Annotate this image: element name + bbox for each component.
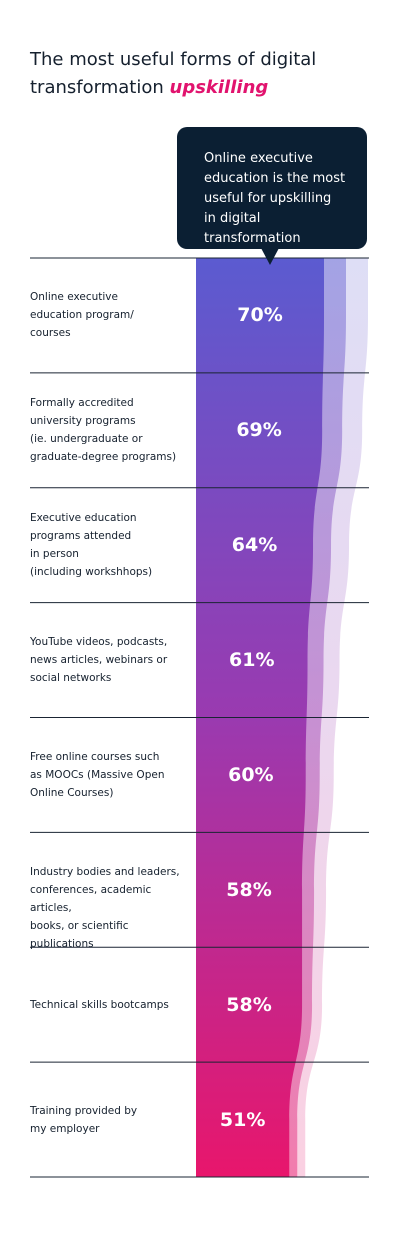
value-label: 60% (228, 763, 274, 786)
category-label-line: programs attended (30, 530, 132, 543)
category-label: Online executive education program/course… (30, 288, 190, 342)
chart-title-accent: upskilling (169, 77, 269, 98)
category-label: Training provided by my employer (30, 1102, 190, 1138)
category-label-line: Technical skills bootcamps (30, 998, 169, 1011)
category-label-line: social networks (30, 672, 112, 685)
category-label-line: books, or scientific publications (30, 919, 129, 950)
category-label-line: education program/ (30, 309, 134, 322)
value-label: 64% (231, 534, 278, 557)
chart-title: The most useful forms of digital transfo… (30, 46, 380, 102)
value-label: 61% (229, 649, 275, 672)
category-label-line: Free online courses such (30, 750, 160, 763)
value-label: 70% (237, 304, 283, 327)
category-label-line: Industry bodies and leaders, (30, 865, 180, 878)
category-label-line: (including workshhops) (30, 566, 153, 579)
category-label-line: YouTube videos, podcasts, (30, 636, 168, 649)
category-label: Executive education programs attended in p… (30, 509, 190, 581)
category-label-line: Executive education (30, 512, 137, 525)
category-label-line: (ie. undergraduate or (30, 433, 143, 446)
category-label-line: Online Courses) (30, 786, 114, 799)
category-label-line: as MOOCs (Massive Open (30, 768, 165, 781)
category-label-line: university programs (30, 415, 136, 428)
category-label-line: conferences, academic articles, (30, 883, 152, 914)
callout-text: Online executive education is the most u… (204, 151, 346, 246)
category-label-line: graduate-degree programs) (30, 451, 177, 464)
category-label-line: Formally accredited (30, 397, 134, 410)
category-label: Formally accredited university programs (i… (30, 394, 190, 466)
category-label-line: in person (30, 548, 79, 561)
callout-tooltip: Online executive education is the most u… (177, 127, 367, 265)
value-label: 69% (236, 419, 282, 442)
category-label-line: courses (30, 327, 71, 340)
category-label-line: my employer (30, 1122, 100, 1135)
category-label-line: Online executive (30, 291, 118, 304)
category-label: YouTube videos, podcasts, news articles, … (30, 633, 190, 687)
category-label-line: Training provided by (30, 1104, 138, 1117)
value-label: 58% (226, 993, 272, 1016)
category-label: Technical skills bootcamps (30, 996, 190, 1014)
category-label: Free online courses such as MOOCs (Massiv… (30, 748, 190, 802)
row-dividers (30, 257, 369, 1178)
value-label: 51% (219, 1108, 266, 1131)
value-label: 58% (226, 878, 272, 901)
category-label-line: news articles, webinars or (30, 654, 168, 667)
category-label: Industry bodies and leaders, conferences,… (30, 863, 190, 953)
chart-title-main: The most useful forms of digital transfo… (30, 49, 317, 98)
